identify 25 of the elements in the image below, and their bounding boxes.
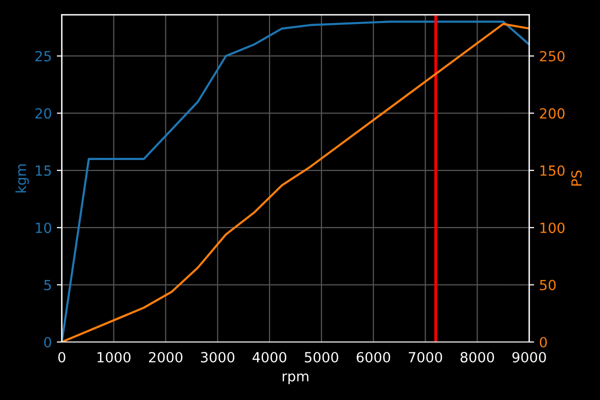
y-tick-label: 25	[35, 50, 51, 62]
y-tick-label: 15	[36, 166, 51, 176]
y2-tick-label: 150	[540, 165, 565, 176]
x-tick-label: 9000	[512, 352, 546, 362]
y2-tick-label: 100	[540, 222, 565, 234]
y2-tick-label: 0	[540, 336, 547, 348]
x-tick-label: 6000	[356, 352, 390, 362]
x-tick-label: 7000	[408, 352, 442, 362]
x-tick-label: 2000	[149, 352, 182, 362]
y2-tick-label: 200	[540, 108, 565, 119]
y-tick-label: 10	[36, 222, 52, 234]
y-axis-title: kgm	[15, 164, 29, 192]
y2-tick-label: 50	[540, 280, 556, 290]
x-tick-label: 3000	[200, 352, 234, 362]
x-tick-label: 8000	[460, 352, 494, 362]
x-tick-label: 4000	[252, 352, 286, 362]
x-tick-label: 1000	[98, 352, 130, 362]
x-tick-label: 5000	[304, 352, 338, 362]
y-tick-label: 5	[44, 280, 51, 290]
x-tick-label: 0	[58, 352, 66, 362]
x-axis-title: rpm	[282, 373, 308, 384]
y-tick-label: 20	[35, 108, 52, 119]
y-tick-label: 0	[44, 336, 52, 348]
y2-axis-title: PS	[571, 170, 582, 186]
y2-tick-label: 250	[540, 50, 565, 62]
